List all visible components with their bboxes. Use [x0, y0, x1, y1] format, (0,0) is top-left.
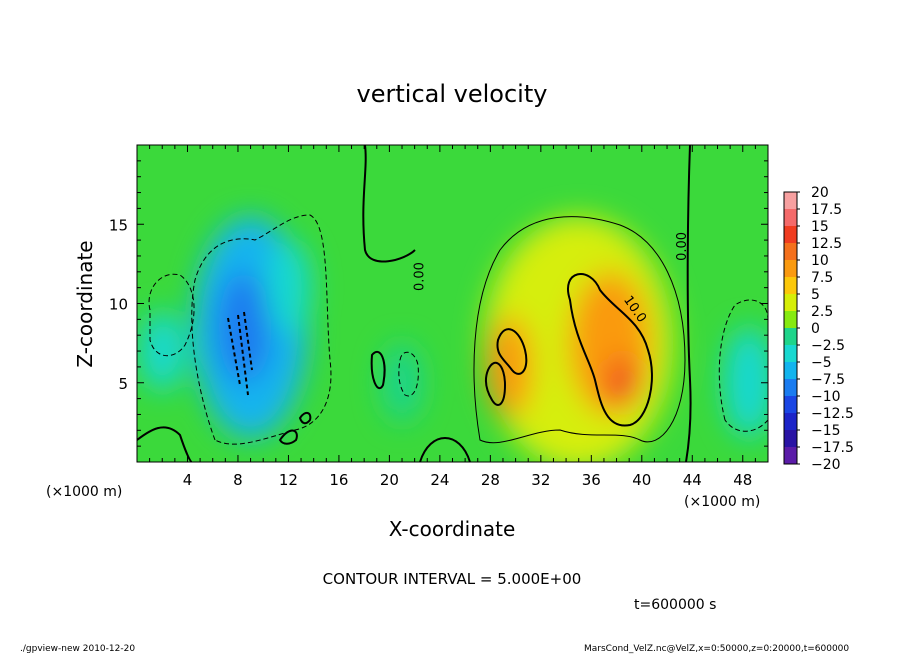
x-tick-label: 48 [733, 471, 752, 489]
colorbar-label: 20 [811, 185, 829, 201]
colorbar-label: −20 [811, 457, 841, 473]
colorbar-label: 2.5 [811, 304, 833, 320]
colorbar-label: 5 [811, 287, 820, 303]
negative-contour-line [718, 299, 768, 432]
x-tick-label: 32 [531, 471, 550, 489]
colorbar-label: 15 [811, 219, 829, 235]
x-axis-unit-left: (×1000 m) [46, 484, 122, 500]
colorbar-swatch [784, 311, 797, 329]
x-tick-label: 28 [481, 471, 500, 489]
ten-contour-line [496, 328, 528, 375]
colorbar-label: −2.5 [811, 338, 845, 354]
negative-contour-line [148, 273, 195, 357]
colorbar: 2017.51512.5107.552.50−2.5−5−7.5−10−12.5… [783, 185, 854, 473]
contour-label: 0.00 [675, 232, 690, 261]
x-tick-label: 36 [582, 471, 601, 489]
colorbar-swatch [784, 413, 797, 431]
x-tick-label: 12 [279, 471, 298, 489]
colorbar-label: 12.5 [811, 236, 842, 252]
x-tick-label: 40 [632, 471, 651, 489]
colorbar-label: 17.5 [811, 202, 842, 218]
colorbar-label: −7.5 [811, 372, 845, 388]
contour-lines [137, 145, 768, 462]
footer-right: MarsCond_VelZ.nc@VelZ,x=0:50000,z=0:2000… [584, 644, 849, 654]
x-tick-label: 8 [233, 471, 243, 489]
x-tick-label: 20 [380, 471, 399, 489]
x-axis-unit-right: (×1000 m) [684, 494, 760, 510]
colorbar-swatch [784, 260, 797, 278]
colorbar-label: 0 [811, 321, 820, 337]
y-tick-label: 10 [109, 296, 128, 314]
x-tick-label: 4 [183, 471, 193, 489]
colorbar-swatch [784, 430, 797, 448]
y-tick-label: 15 [109, 216, 128, 234]
colorbar-label: 10 [811, 253, 829, 269]
zero-contour-line [298, 412, 312, 425]
x-tick-label: 44 [683, 471, 702, 489]
ten-contour-line [484, 361, 507, 406]
field-blob [381, 343, 423, 423]
zero-contour-line [419, 437, 471, 462]
field-blob [139, 311, 185, 391]
y-axis: 5 10 15 [109, 160, 768, 447]
colorbar-swatch [784, 447, 797, 465]
colorbar-label: −10 [811, 389, 841, 405]
time-label: t=600000 s [634, 597, 716, 613]
y-tick-label: 5 [118, 375, 128, 393]
positive-contour-line [473, 216, 686, 444]
field-blob [265, 240, 312, 336]
colorbar-label: 7.5 [811, 270, 833, 286]
colorbar-swatch [784, 396, 797, 414]
colorbar-swatch [784, 345, 797, 363]
colorbar-swatch [784, 362, 797, 380]
field-blob [216, 271, 273, 383]
negative-contour-line [227, 311, 253, 396]
chart-title: vertical velocity [357, 80, 548, 108]
colorbar-swatch [784, 243, 797, 261]
y-axis-label: Z-coordinate [73, 240, 97, 367]
zero-contour-line [137, 426, 193, 462]
contour-interval-text: CONTOUR INTERVAL = 5.000E+00 [323, 570, 582, 588]
field-blob [723, 327, 768, 439]
ten-contour-line [567, 273, 653, 427]
colorbar-swatch [784, 226, 797, 244]
zero-contour-line [370, 350, 386, 390]
colorbar-label: −5 [811, 355, 832, 371]
contour-label: 0.00 [412, 262, 427, 291]
colorbar-swatch [784, 379, 797, 397]
footer-left: ./gpview-new 2010-12-20 [20, 644, 135, 654]
x-axis-label: X-coordinate [389, 517, 516, 541]
colorbar-swatch [784, 277, 797, 295]
colorbar-label: −12.5 [811, 406, 854, 422]
x-axis: 4 8 12 16 20 24 28 32 36 40 44 48 [149, 145, 756, 489]
colorbar-label: −17.5 [811, 440, 854, 456]
field-blob [607, 357, 639, 409]
colorbar-swatch [784, 209, 797, 227]
x-tick-label: 16 [329, 471, 348, 489]
negative-contour-line [398, 351, 419, 397]
zero-contour-line [685, 145, 692, 462]
colorbar-swatch [784, 294, 797, 312]
colorbar-swatch [784, 192, 797, 210]
x-tick-label: 24 [430, 471, 449, 489]
colorbar-swatch [784, 328, 797, 346]
zero-contour-line [362, 145, 416, 263]
colorbar-label: −15 [811, 423, 841, 439]
